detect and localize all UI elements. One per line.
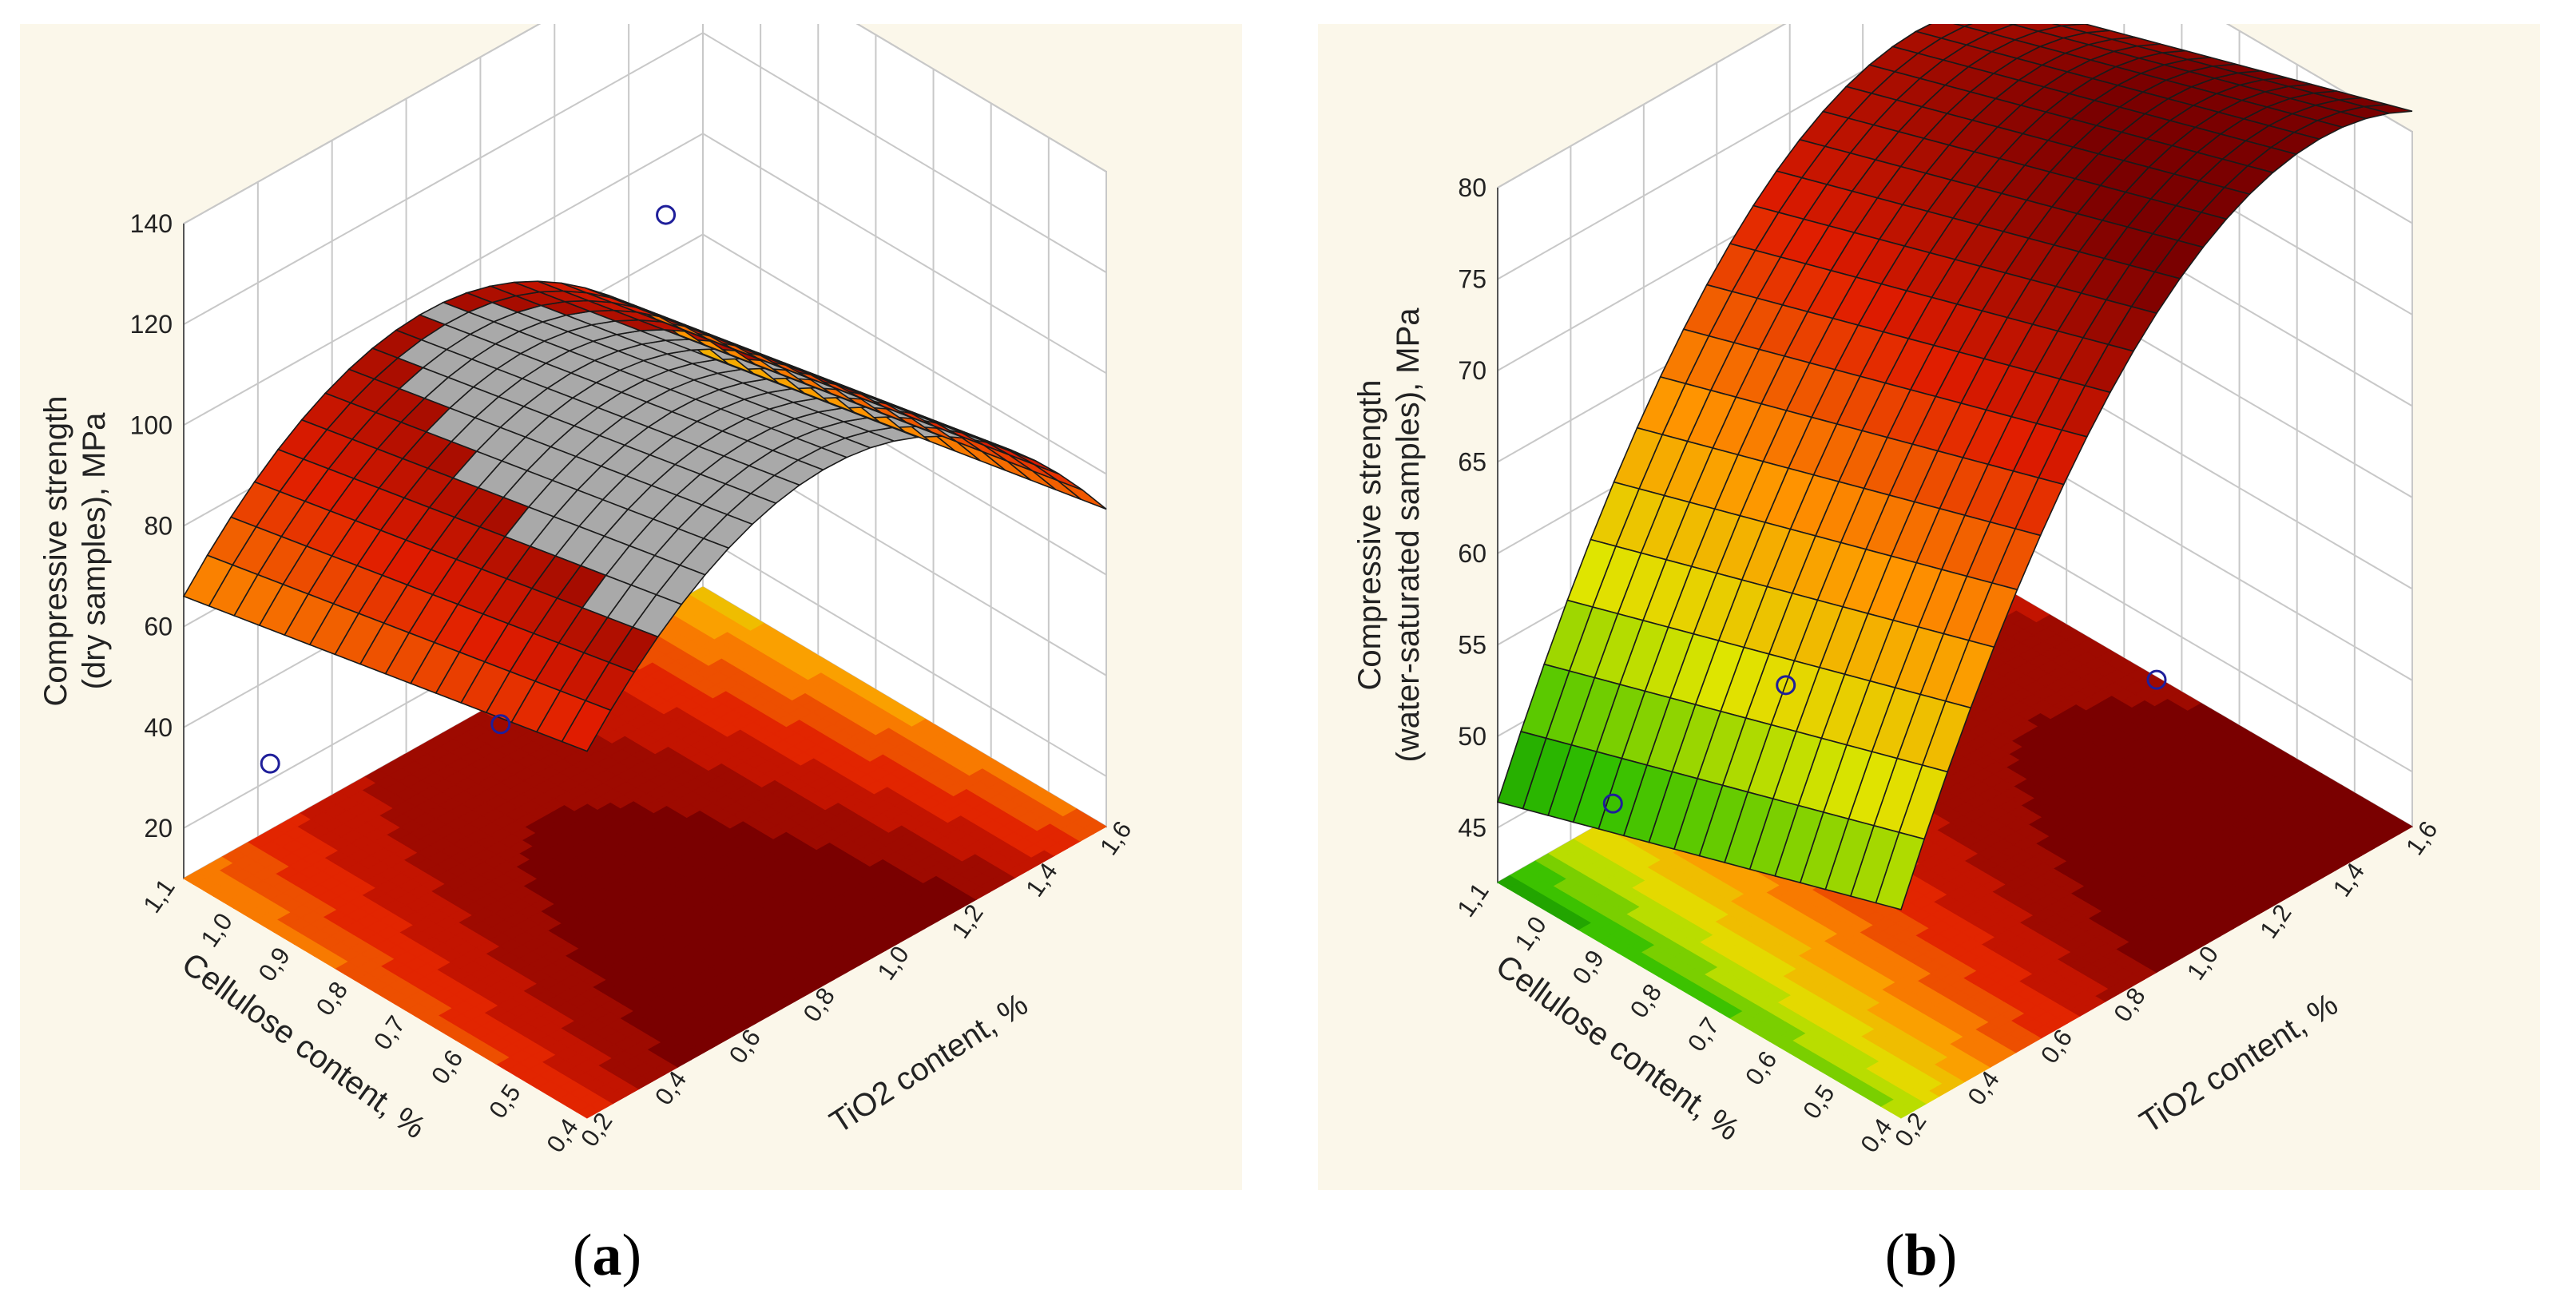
floor-cell	[689, 586, 714, 601]
surface-chart-b: 45 50 55 60 65 70 75 80 Compressive strength (wat…	[1318, 24, 2540, 1190]
z-tick-labels: 45 50 55 60 65 70 75 80	[1458, 173, 1486, 842]
z-tick-label: 40	[144, 713, 173, 742]
z-axis-title-line1: Compressive strength	[38, 395, 73, 706]
surface-cell	[1496, 730, 1547, 810]
z-tick-label: 60	[144, 613, 173, 641]
z-tick-label: 75	[1458, 264, 1486, 293]
z-axis-title: Compressive strength (dry samples), MPa	[38, 395, 112, 706]
chart-root: 20 40 60 80 100 120 140 Compressive strength (dr…	[20, 24, 1242, 1190]
observed-points	[260, 204, 677, 774]
z-tick-label: 50	[1458, 722, 1486, 751]
z-tick-label: 70	[1458, 356, 1486, 385]
caption-letter-a: a	[592, 1223, 622, 1288]
wall-gridline	[183, 133, 1107, 426]
surface-chart-a: 20 40 60 80 100 120 140 Compressive strength (dr…	[20, 24, 1242, 1190]
surface-cell	[182, 554, 234, 607]
chart-root: 45 50 55 60 65 70 75 80 Compressive strength (wat…	[1318, 24, 2540, 1190]
z-tick-labels: 20 40 60 80 100 120 140	[130, 209, 173, 843]
observed-point	[2146, 669, 2167, 690]
z-tick-label: 120	[130, 310, 173, 339]
observed-point	[490, 714, 511, 735]
wall-gridline	[183, 31, 1107, 326]
z-axis-title-line2: (dry samples), MPa	[77, 412, 112, 689]
z-tick-label: 45	[1458, 813, 1486, 842]
wall-gridline	[1497, 24, 2413, 188]
floor-contour	[183, 586, 1107, 1119]
z-tick-label: 20	[144, 814, 173, 843]
chart-panel-a: 20 40 60 80 100 120 140 Compressive strength (dr…	[20, 24, 1242, 1190]
z-axis-title-line2: (water-saturated samples), MPa	[1391, 307, 1426, 763]
z-tick-label: 55	[1458, 630, 1486, 659]
z-tick-label: 80	[1458, 173, 1486, 202]
response-surface	[182, 280, 1107, 752]
observed-point	[656, 204, 677, 225]
panel-caption-b: (b)	[1884, 1223, 1958, 1288]
z-tick-label: 60	[1458, 539, 1486, 568]
z-tick-label: 80	[144, 511, 173, 540]
z-axis-title-line1: Compressive strength	[1352, 379, 1387, 690]
z-tick-label: 65	[1458, 447, 1486, 476]
observed-point	[1776, 675, 1796, 696]
z-tick-label: 140	[130, 209, 173, 238]
observed-points	[1602, 669, 2167, 814]
observed-point	[260, 753, 280, 774]
response-surface	[1496, 24, 2413, 910]
caption-letter-b: b	[1904, 1223, 1938, 1288]
z-axis-title: Compressive strength (water-saturated sam…	[1352, 307, 1426, 763]
wall-gridline	[183, 24, 1107, 224]
panel-caption-a: (a)	[572, 1223, 642, 1288]
observed-point	[1602, 793, 1623, 814]
z-tick-label: 100	[130, 411, 173, 439]
chart-panel-b: 45 50 55 60 65 70 75 80 Compressive strength (wat…	[1318, 24, 2540, 1190]
